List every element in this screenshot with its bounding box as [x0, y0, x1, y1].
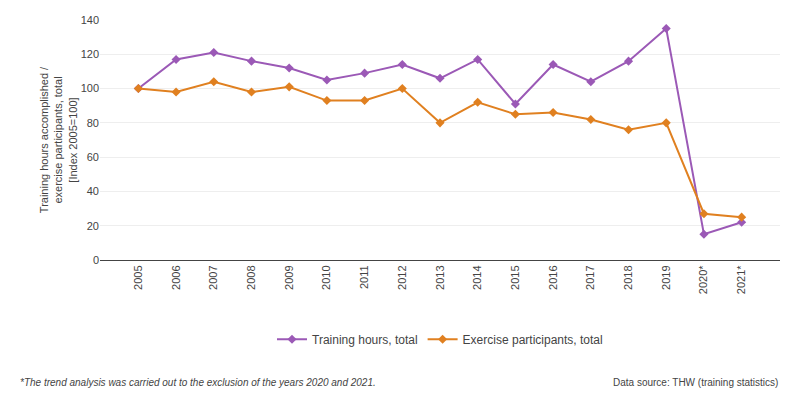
svg-text:2019: 2019: [660, 265, 672, 289]
svg-text:2011: 2011: [358, 265, 370, 289]
svg-text:100: 100: [81, 82, 99, 94]
svg-text:80: 80: [87, 117, 99, 129]
svg-text:40: 40: [87, 185, 99, 197]
svg-text:2021*: 2021*: [735, 265, 747, 294]
svg-text:2005: 2005: [132, 265, 144, 289]
svg-text:2014: 2014: [471, 265, 483, 289]
svg-text:2013: 2013: [434, 265, 446, 289]
svg-text:60: 60: [87, 151, 99, 163]
svg-text:*The trend analysis was carrie: *The trend analysis was carried out to t…: [20, 377, 376, 388]
svg-text:Training hours accomplished /e: Training hours accomplished /exercise pa…: [38, 66, 79, 213]
svg-text:140: 140: [81, 14, 99, 26]
svg-text:2009: 2009: [283, 265, 295, 289]
svg-text:Data source: THW (training sta: Data source: THW (training statistics): [613, 377, 778, 388]
svg-text:2010: 2010: [320, 265, 332, 289]
svg-text:2007: 2007: [207, 265, 219, 289]
svg-text:Training hours, total: Training hours, total: [312, 333, 418, 347]
svg-text:2015: 2015: [509, 265, 521, 289]
svg-text:2017: 2017: [584, 265, 596, 289]
svg-text:2020*: 2020*: [697, 265, 709, 294]
svg-text:2008: 2008: [245, 265, 257, 289]
svg-text:120: 120: [81, 48, 99, 60]
svg-text:Exercise participants, total: Exercise participants, total: [463, 333, 603, 347]
svg-text:2012: 2012: [396, 265, 408, 289]
svg-text:2018: 2018: [622, 265, 634, 289]
svg-text:2006: 2006: [170, 265, 182, 289]
svg-text:2016: 2016: [547, 265, 559, 289]
svg-text:0: 0: [93, 254, 99, 266]
svg-text:20: 20: [87, 220, 99, 232]
